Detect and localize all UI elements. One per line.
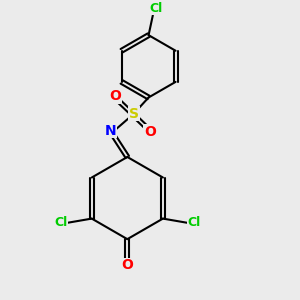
Text: Cl: Cl (54, 216, 67, 229)
Text: O: O (144, 125, 156, 139)
Text: N: N (104, 124, 116, 138)
Text: Cl: Cl (188, 216, 201, 229)
Text: Cl: Cl (149, 2, 162, 15)
Text: O: O (109, 89, 121, 103)
Text: O: O (122, 258, 133, 272)
Text: S: S (129, 106, 139, 121)
